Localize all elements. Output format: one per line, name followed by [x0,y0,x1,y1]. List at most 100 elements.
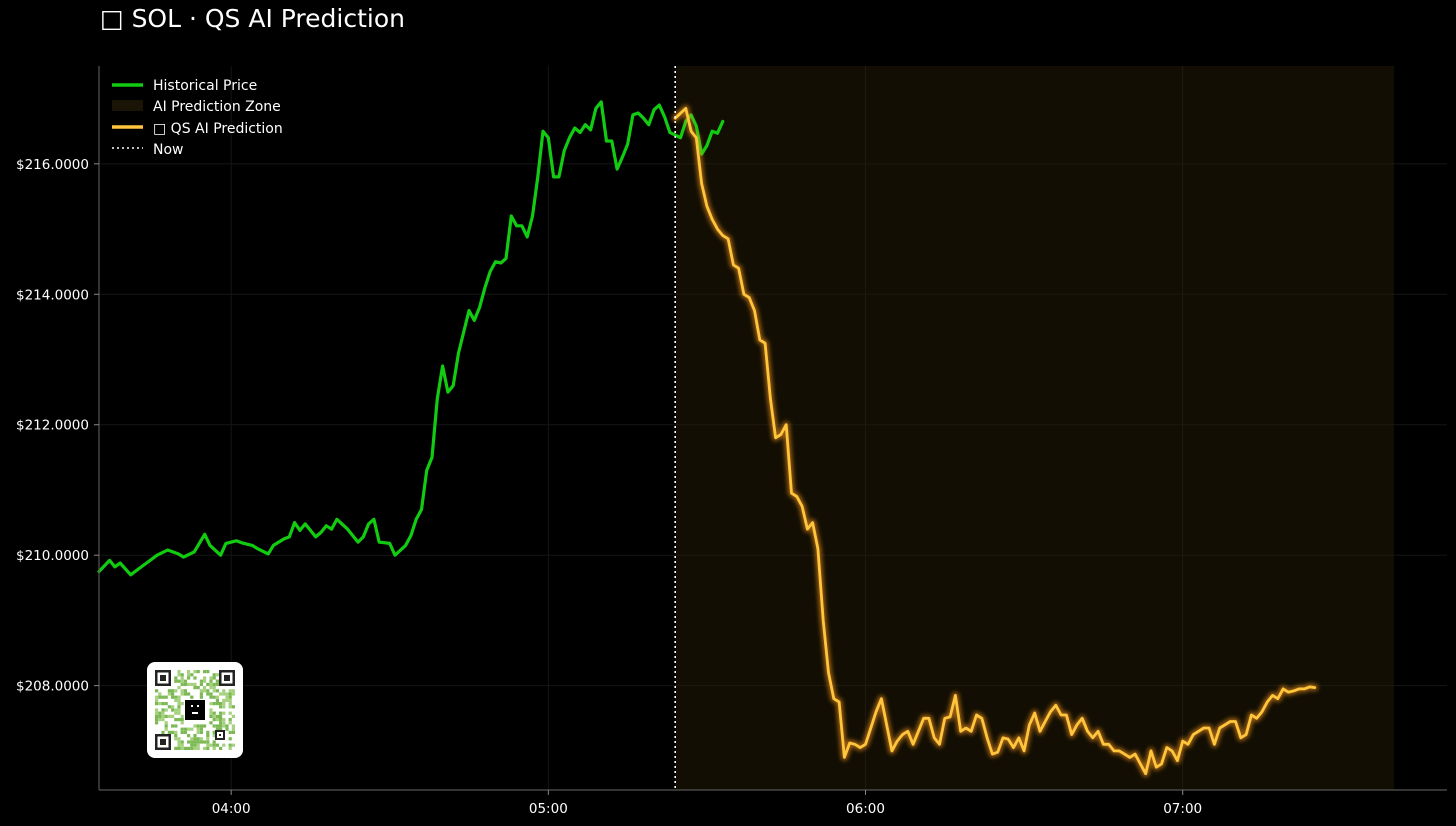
qr-module [206,730,210,734]
qr-module [164,721,168,725]
qr-module [199,730,203,734]
qr-module [158,711,162,715]
series-prediction-line [673,107,1317,776]
qr-module [206,746,210,750]
legend-label-now: Now [153,142,184,158]
qr-module [164,714,168,718]
qr-module [177,746,181,750]
tick-layer: 04:00 05:00 06:00 07:00 $208.0000 $210.0000 $2… [16,157,1202,817]
qr-module [215,698,219,702]
qr-module [193,743,197,747]
qr-module [196,727,200,731]
legend-label-prediction: □ QS AI Prediction [153,121,283,137]
qr-module [206,740,210,744]
qr-module [177,679,181,683]
qr-module [196,670,200,674]
qr-module [187,676,191,680]
qr-module [193,734,197,738]
axes-layer [98,66,1447,791]
qr-module [215,689,219,693]
qr-module [199,740,203,744]
qr-module [187,740,191,744]
qr-module [219,705,223,709]
qr-module [190,746,194,750]
legend: Historical Price AI Prediction Zone □ QS… [112,78,283,158]
qr-module [183,689,187,693]
qr-module [199,737,203,741]
qr-module [155,708,159,712]
qr-module [206,670,210,674]
qr-module [212,743,216,747]
qr-module [180,740,184,744]
qr-module [164,702,168,706]
qr-module [167,714,171,718]
qr-module [180,679,184,683]
qr-code-modules [155,670,235,750]
qr-module [180,692,184,696]
qr-module [177,740,181,744]
qr-module [193,724,197,728]
qr-module [155,714,159,718]
qr-module [231,743,235,747]
qr-module [167,692,171,696]
qr-module [187,734,191,738]
qr-module [196,743,200,747]
qr-module [177,698,181,702]
qr-module [161,695,165,699]
qr-module [219,746,223,750]
qr-module [231,724,235,728]
qr-module [203,676,207,680]
qr-module [206,743,210,747]
qr-module [199,689,203,693]
qr-module [183,692,187,696]
qr-module [155,698,159,702]
y-tick-label-1: $210.0000 [16,548,89,564]
qr-module [174,724,178,728]
qr-module [174,708,178,712]
qr-finder-top-left [155,670,171,686]
qr-module [212,746,216,750]
qr-module [177,702,181,706]
qr-module [177,705,181,709]
qr-module [215,714,219,718]
qr-module [228,705,232,709]
qr-module [225,692,229,696]
qr-module [212,682,216,686]
qr-module [212,718,216,722]
qr-module [193,676,197,680]
qr-alignment-mark [215,730,225,740]
qr-module [164,708,168,712]
qr-module [174,734,178,738]
qr-module [215,727,219,731]
qr-module [209,695,213,699]
qr-module [228,718,232,722]
qr-module [161,718,165,722]
qr-module [174,679,178,683]
qr-module [196,746,200,750]
qr-module [222,702,226,706]
qr-module [161,730,165,734]
qr-module [199,724,203,728]
qr-module [215,702,219,706]
qr-module [174,698,178,702]
qr-module [215,673,219,677]
qr-module [183,730,187,734]
qr-module [177,695,181,699]
qr-module [228,721,232,725]
qr-module [228,702,232,706]
qr-module [222,718,226,722]
qr-module [225,724,229,728]
qr-module [155,695,159,699]
qr-module [196,740,200,744]
qr-module [190,682,194,686]
qr-module [171,695,175,699]
qr-module [199,692,203,696]
qr-module [199,682,203,686]
qr-module [177,711,181,715]
qr-module [225,727,229,731]
qr-module [212,734,216,738]
qr-module [180,702,184,706]
qr-module [219,692,223,696]
qr-module [183,679,187,683]
qr-module [177,670,181,674]
